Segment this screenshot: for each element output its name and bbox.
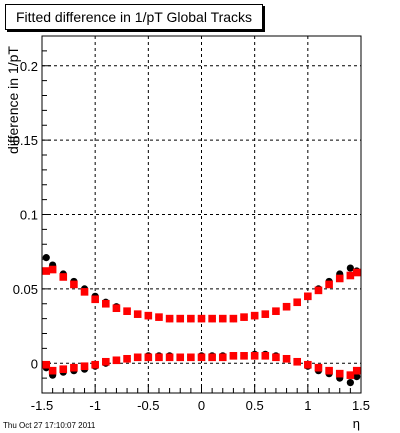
data-point-red-2	[144, 311, 153, 320]
data-point-red-2	[80, 288, 89, 296]
data-point-black-1	[346, 378, 354, 387]
data-point-red-3	[293, 357, 301, 366]
data-point-red-2	[112, 304, 121, 313]
data-point-red-2	[304, 292, 312, 301]
data-point-red-3	[272, 353, 280, 362]
data-point-red-3	[325, 366, 333, 375]
data-point-black-1	[353, 373, 361, 381]
data-point-red-3	[314, 363, 323, 372]
data-point-red-3	[42, 360, 51, 369]
data-point-red-2	[176, 314, 185, 323]
data-point-red-2	[250, 311, 259, 320]
data-point-red-2	[155, 313, 163, 321]
data-point-red-3	[335, 369, 344, 378]
y-tick-label: 0.05	[13, 282, 38, 297]
data-point-red-3	[208, 353, 216, 362]
data-point-red-3	[48, 366, 57, 375]
data-point-black-0	[42, 254, 50, 262]
data-point-red-2	[123, 307, 131, 315]
x-tick-label: -0.5	[137, 398, 159, 413]
data-point-red-2	[218, 314, 227, 323]
footer-timestamp: Thu Oct 27 17:10:07 2011	[3, 421, 96, 430]
data-point-red-2	[48, 265, 57, 274]
y-tick-label: 0.15	[13, 133, 38, 148]
data-point-red-3	[155, 353, 163, 362]
y-tick-label: 0.2	[20, 59, 38, 74]
data-point-red-3	[187, 353, 195, 362]
data-point-red-2	[272, 307, 280, 315]
data-point-red-2	[240, 313, 248, 321]
data-point-red-3	[102, 357, 110, 366]
data-point-red-2	[42, 267, 51, 275]
data-point-red-3	[240, 352, 248, 360]
x-axis-label: η	[352, 416, 360, 431]
data-point-red-3	[123, 354, 131, 363]
data-point-red-3	[80, 362, 89, 371]
data-point-red-3	[250, 352, 259, 360]
data-point-red-3	[165, 353, 174, 362]
x-tick-label: 0.5	[246, 398, 264, 413]
data-point-red-3	[304, 360, 312, 369]
data-point-red-2	[102, 299, 110, 308]
data-point-red-2	[261, 310, 270, 318]
data-point-red-3	[59, 365, 68, 373]
data-point-red-2	[325, 280, 333, 289]
x-tick-label: 1	[304, 398, 311, 413]
data-point-red-2	[165, 314, 174, 323]
data-point-red-2	[187, 314, 195, 323]
data-point-red-3	[197, 353, 206, 362]
data-point-red-2	[346, 271, 355, 280]
data-point-red-3	[346, 371, 355, 379]
data-point-red-3	[218, 353, 227, 362]
data-point-red-2	[314, 286, 323, 295]
data-point-red-3	[282, 354, 291, 363]
data-point-black-0	[346, 264, 354, 272]
data-point-red-3	[261, 352, 270, 360]
data-point-red-2	[229, 314, 238, 323]
data-point-red-2	[91, 295, 99, 304]
data-point-red-3	[352, 366, 361, 375]
data-point-red-3	[70, 363, 78, 372]
x-tick-label: -1.5	[31, 398, 53, 413]
data-point-red-3	[144, 353, 153, 362]
data-point-red-2	[335, 274, 344, 283]
data-point-red-3	[91, 360, 99, 369]
data-point-red-2	[70, 280, 78, 289]
chart-title: Fitted difference in 1/pT Global Tracks	[5, 4, 264, 30]
data-point-red-2	[208, 314, 216, 323]
data-point-red-2	[197, 314, 206, 323]
data-point-red-3	[176, 353, 185, 362]
x-tick-label: -1	[89, 398, 101, 413]
y-tick-label: 0.1	[20, 208, 38, 223]
data-point-red-2	[59, 273, 68, 281]
data-point-red-3	[133, 353, 142, 362]
x-tick-label: 0	[198, 398, 205, 413]
x-tick-label: 1.5	[352, 398, 370, 413]
data-point-red-2	[282, 302, 291, 311]
data-point-red-3	[229, 352, 238, 360]
data-point-red-3	[112, 356, 121, 365]
data-point-red-2	[133, 310, 142, 318]
y-tick-label: 0	[31, 356, 38, 371]
data-point-red-2	[352, 268, 361, 277]
data-point-red-2	[293, 298, 301, 307]
